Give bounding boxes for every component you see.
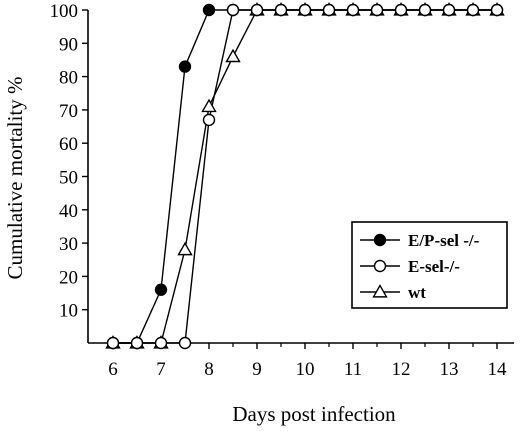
data-point [250,3,264,17]
legend-label: E/P-sel -/- [408,231,480,250]
data-point [178,60,192,73]
data-point [274,3,288,17]
x-tick-label: 9 [252,359,262,380]
data-point [130,336,144,350]
data-point [226,3,240,17]
data-point [154,283,168,296]
data-point [394,3,408,17]
x-tick-label: 8 [204,359,214,380]
data-point [201,98,217,113]
data-point [442,3,456,17]
x-tick-label: 13 [440,359,459,380]
y-tick-label: 20 [59,267,78,288]
legend-label: wt [408,283,426,302]
legend: E/P-sel -/- E-sel-/- wt [351,221,508,309]
x-axis-ticks: 6 7 8 9 10 11 12 13 14 [108,343,507,380]
data-point [298,3,312,17]
legend-label: E-sel-/- [408,257,460,276]
data-point [490,3,504,17]
y-tick-label: 30 [59,234,78,255]
data-point [346,3,360,17]
data-point [177,241,193,256]
x-tick-label: 10 [296,359,315,380]
y-tick-label: 40 [59,201,78,222]
x-tick-label: 12 [392,359,411,380]
x-tick-label: 11 [344,359,362,380]
data-point [373,259,387,273]
data-point [202,3,216,17]
data-point [154,336,168,350]
x-tick-label: 14 [488,359,508,380]
y-tick-label: 60 [59,134,78,155]
data-point [372,284,388,298]
x-axis-title: Days post infection [232,402,396,426]
data-point [106,336,120,350]
y-tick-label: 80 [59,68,78,89]
x-tick-label: 7 [156,359,166,380]
data-point [178,336,192,350]
data-point [202,113,216,127]
data-point [322,3,336,17]
series-markers [105,2,505,350]
y-tick-label: 90 [59,34,78,55]
data-point [373,233,387,247]
y-tick-label: 100 [50,1,79,22]
y-tick-label: 10 [59,301,78,322]
x-tick-label: 6 [108,359,118,380]
data-point [418,3,432,17]
data-point [370,3,384,17]
data-point [225,48,241,63]
y-axis-ticks: 10 20 30 40 50 60 70 80 90 100 [50,1,88,322]
data-point [466,3,480,17]
y-tick-label: 50 [59,168,78,189]
y-tick-label: 70 [59,101,78,122]
y-axis-title: Cumulative mortality % [3,77,27,280]
